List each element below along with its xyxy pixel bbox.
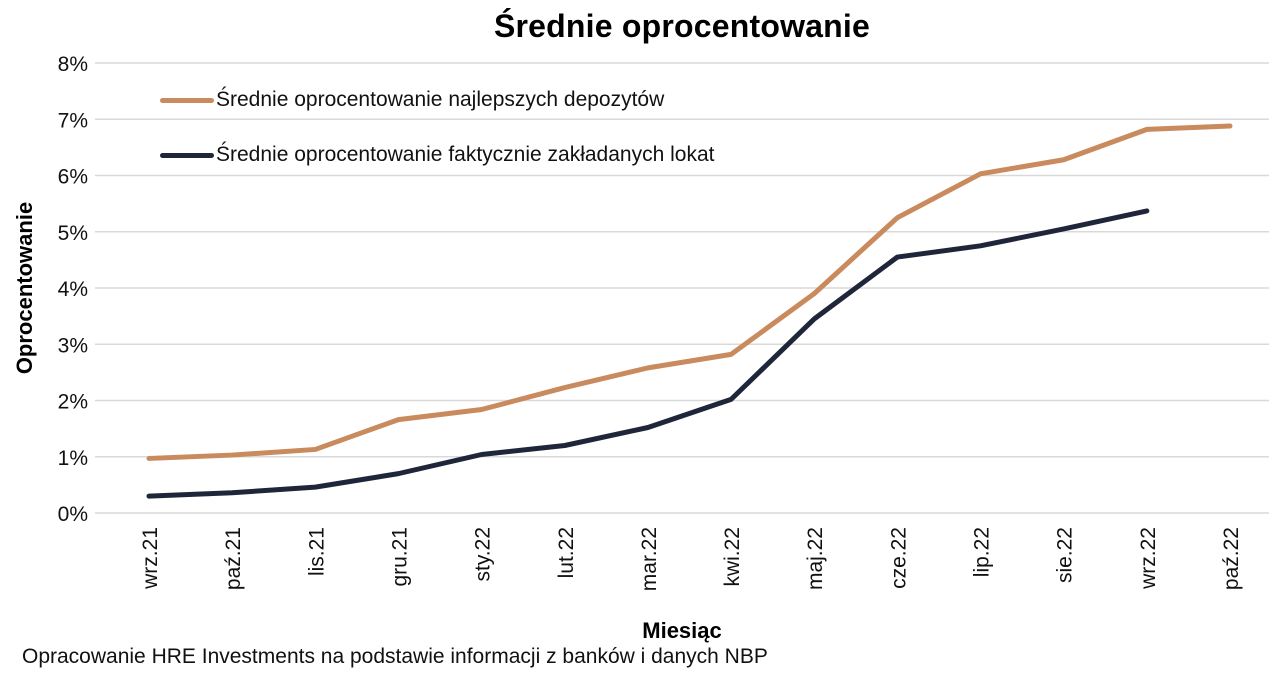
x-tick-label: kwi.22 (721, 527, 744, 587)
legend-line-swatch-navy (160, 152, 214, 158)
x-tick-label: gru.21 (388, 527, 411, 587)
y-tick-label: 7% (58, 109, 88, 132)
series-line-1 (146, 208, 1150, 499)
y-tick-label: 3% (58, 334, 88, 357)
x-tick-label: cze.22 (887, 527, 910, 589)
y-tick-label: 4% (58, 278, 88, 301)
x-tick-label: wrz.22 (1137, 527, 1160, 590)
x-axis-title: Miesiąc (642, 618, 722, 643)
legend-label: Średnie oprocentowanie najlepszych depoz… (216, 88, 665, 111)
x-tick-label: maj.22 (804, 527, 827, 590)
x-tick-label: lis.21 (305, 527, 328, 576)
legend-item-actual-deposits: Średnie oprocentowanie faktycznie zakład… (160, 141, 714, 169)
legend: Średnie oprocentowanie najlepszych depoz… (160, 86, 714, 196)
series-line-0 (146, 123, 1233, 461)
y-tick-label: 1% (58, 447, 88, 470)
y-tick-label: 5% (58, 222, 88, 245)
x-tick-label: mar.22 (638, 527, 661, 591)
y-tick-label: 8% (58, 53, 88, 76)
x-tick-label: paź.21 (222, 527, 245, 590)
legend-line-swatch-orange (160, 97, 214, 103)
chart-title: Średnie oprocentowanie (493, 8, 871, 44)
legend-item-best-deposits: Średnie oprocentowanie najlepszych depoz… (160, 86, 714, 114)
source-caption: Opracowanie HRE Investments na podstawie… (22, 645, 768, 668)
y-tick-label: 0% (58, 503, 88, 526)
y-tick-label: 6% (58, 166, 88, 189)
x-tick-label: sie.22 (1054, 527, 1077, 583)
x-tick-label: paź.22 (1220, 527, 1243, 590)
x-tick-label: sty.22 (472, 527, 495, 581)
x-tick-label: lip.22 (971, 527, 994, 577)
legend-label: Średnie oprocentowanie faktycznie zakład… (216, 143, 715, 166)
y-tick-label: 2% (58, 391, 88, 414)
x-tick-label: wrz.21 (139, 527, 162, 590)
y-axis-title: Oprocentowanie (12, 201, 37, 375)
x-tick-label: lut.22 (555, 527, 578, 578)
